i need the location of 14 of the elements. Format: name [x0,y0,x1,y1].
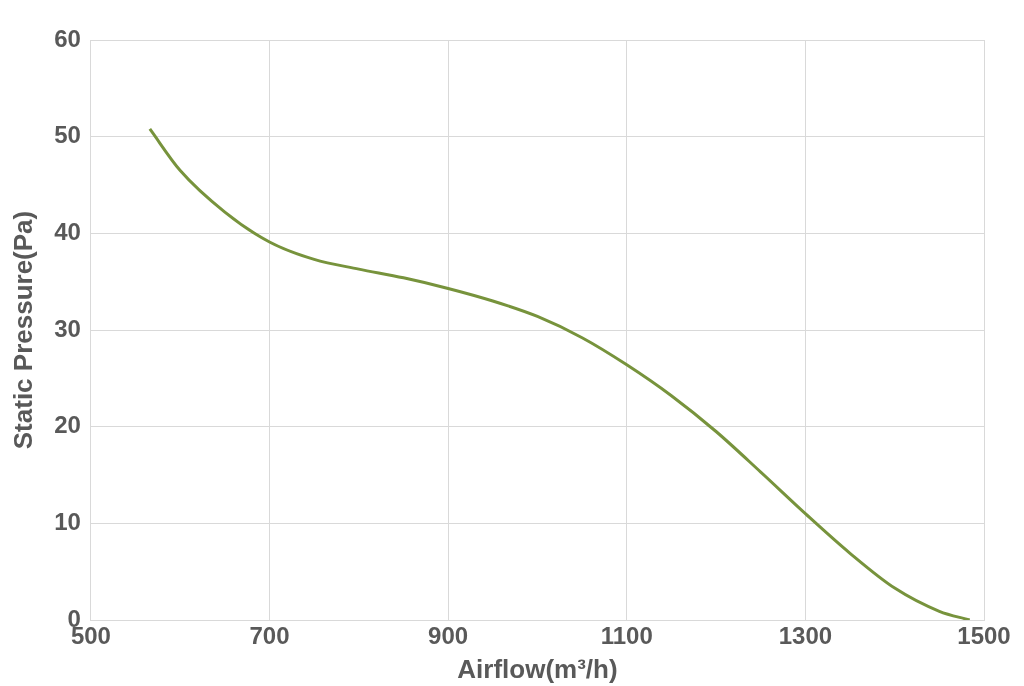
line-series [148,127,972,620]
y-tick-label: 20 [54,411,81,439]
x-axis-title: Airflow(m³/h) [457,653,618,684]
x-tick-label: 900 [428,622,469,650]
x-tick-label: 1300 [778,622,833,650]
y-axis-title: Static Pressure(Pa) [7,210,38,450]
y-tick-label: 30 [54,314,81,342]
x-tick-label: 1100 [600,622,653,650]
y-tick-label: 50 [54,121,81,149]
y-tick-label: 60 [54,24,81,52]
x-tick-label: 700 [249,622,290,650]
x-tick-label: 1500 [957,622,1011,650]
y-tick-label: 40 [54,217,81,245]
y-tick-label: 10 [54,507,81,535]
